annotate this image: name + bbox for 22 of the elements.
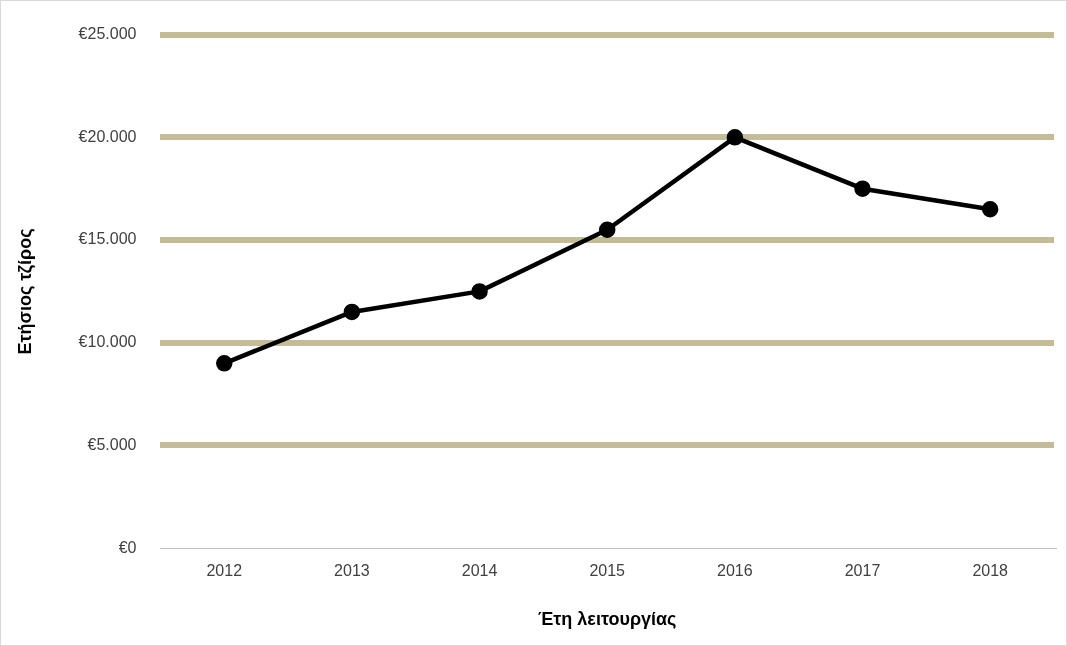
x-tick-label: 2014 — [461, 562, 498, 580]
y-axis-title: Ετήσιος τζίρος — [14, 228, 36, 355]
x-tick-label: 2016 — [717, 562, 753, 580]
point — [726, 129, 744, 146]
point — [216, 355, 233, 372]
y-tick-label: €25.000 — [78, 25, 137, 43]
x-axis-title: Έτη λειτουργίας — [537, 609, 677, 630]
point — [854, 180, 871, 197]
point — [981, 200, 999, 218]
y-tick-label: €10.000 — [78, 333, 137, 351]
point — [343, 303, 361, 321]
point — [471, 283, 488, 300]
point — [598, 221, 616, 239]
x-tick-label: 2018 — [972, 562, 1009, 580]
y-tick-label: €20.000 — [78, 127, 137, 145]
y-tick-label: €0 — [118, 538, 137, 556]
x-tick-label: 2015 — [589, 562, 626, 580]
x-tick-label: 2017 — [844, 562, 881, 580]
y-tick-label: €15.000 — [78, 230, 137, 248]
y-tick-label: €5.000 — [87, 435, 137, 453]
x-tick-label: 2013 — [334, 562, 370, 580]
x-tick-label: 2012 — [206, 562, 243, 580]
